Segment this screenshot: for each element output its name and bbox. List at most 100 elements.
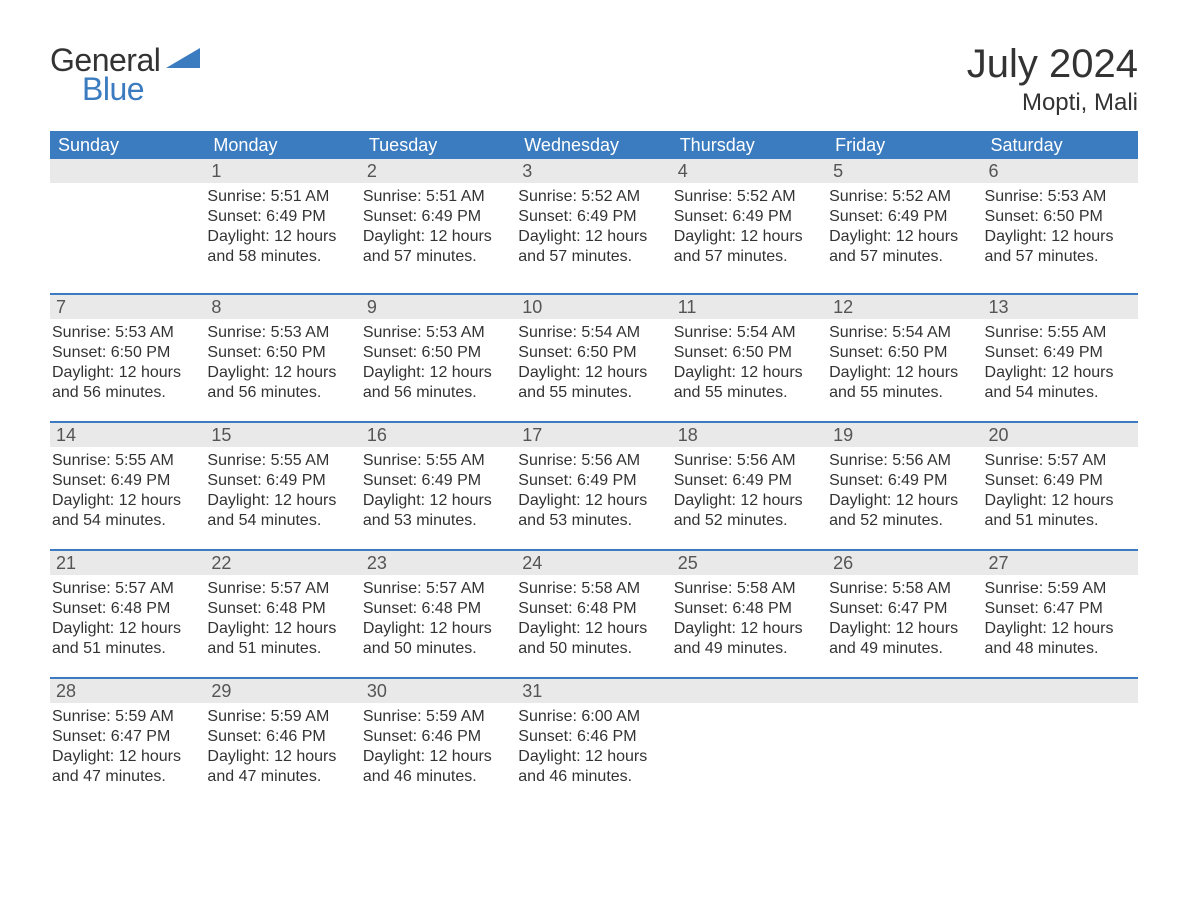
sunrise-text: Sunrise: 5:56 AM [674,451,825,471]
day-number: 11 [672,295,827,319]
day-cell: 20Sunrise: 5:57 AMSunset: 6:49 PMDayligh… [983,423,1138,535]
day-number: 5 [827,159,982,183]
day-body: Sunrise: 5:52 AMSunset: 6:49 PMDaylight:… [672,183,827,271]
sunset-text: Sunset: 6:49 PM [829,471,980,491]
day-body [50,183,205,279]
daylight-text: Daylight: 12 hours and 53 minutes. [518,491,669,531]
weekday-header: Saturday [983,131,1138,159]
day-cell: 19Sunrise: 5:56 AMSunset: 6:49 PMDayligh… [827,423,982,535]
week-row: 14Sunrise: 5:55 AMSunset: 6:49 PMDayligh… [50,421,1138,535]
daylight-text: Daylight: 12 hours and 55 minutes. [674,363,825,403]
day-number: 13 [983,295,1138,319]
day-cell: 28Sunrise: 5:59 AMSunset: 6:47 PMDayligh… [50,679,205,799]
day-body: Sunrise: 6:00 AMSunset: 6:46 PMDaylight:… [516,703,671,791]
day-body: Sunrise: 5:56 AMSunset: 6:49 PMDaylight:… [672,447,827,535]
day-number: 14 [50,423,205,447]
sunrise-text: Sunrise: 5:59 AM [207,707,358,727]
day-body: Sunrise: 5:56 AMSunset: 6:49 PMDaylight:… [827,447,982,535]
day-body: Sunrise: 5:55 AMSunset: 6:49 PMDaylight:… [50,447,205,535]
daylight-text: Daylight: 12 hours and 46 minutes. [363,747,514,787]
sunrise-text: Sunrise: 5:57 AM [52,579,203,599]
daylight-text: Daylight: 12 hours and 55 minutes. [518,363,669,403]
daylight-text: Daylight: 12 hours and 57 minutes. [518,227,669,267]
daylight-text: Daylight: 12 hours and 47 minutes. [207,747,358,787]
day-body: Sunrise: 5:53 AMSunset: 6:50 PMDaylight:… [361,319,516,407]
calendar: SundayMondayTuesdayWednesdayThursdayFrid… [50,131,1138,799]
sunset-text: Sunset: 6:49 PM [674,207,825,227]
daylight-text: Daylight: 12 hours and 52 minutes. [829,491,980,531]
sunrise-text: Sunrise: 5:56 AM [829,451,980,471]
weekday-header: Sunday [50,131,205,159]
day-body: Sunrise: 5:52 AMSunset: 6:49 PMDaylight:… [516,183,671,271]
daylight-text: Daylight: 12 hours and 46 minutes. [518,747,669,787]
day-body: Sunrise: 5:59 AMSunset: 6:47 PMDaylight:… [983,575,1138,663]
daylight-text: Daylight: 12 hours and 51 minutes. [52,619,203,659]
sunrise-text: Sunrise: 5:52 AM [674,187,825,207]
sunrise-text: Sunrise: 5:57 AM [207,579,358,599]
day-cell: 24Sunrise: 5:58 AMSunset: 6:48 PMDayligh… [516,551,671,663]
day-number: 17 [516,423,671,447]
sunset-text: Sunset: 6:49 PM [829,207,980,227]
day-number: 10 [516,295,671,319]
day-cell: 27Sunrise: 5:59 AMSunset: 6:47 PMDayligh… [983,551,1138,663]
day-cell: 26Sunrise: 5:58 AMSunset: 6:47 PMDayligh… [827,551,982,663]
day-body: Sunrise: 5:54 AMSunset: 6:50 PMDaylight:… [516,319,671,407]
week-row: 1Sunrise: 5:51 AMSunset: 6:49 PMDaylight… [50,159,1138,279]
week-row: 7Sunrise: 5:53 AMSunset: 6:50 PMDaylight… [50,293,1138,407]
day-body: Sunrise: 5:59 AMSunset: 6:46 PMDaylight:… [361,703,516,791]
day-cell: 5Sunrise: 5:52 AMSunset: 6:49 PMDaylight… [827,159,982,279]
day-number: 2 [361,159,516,183]
sunset-text: Sunset: 6:49 PM [985,343,1136,363]
weekday-header-row: SundayMondayTuesdayWednesdayThursdayFrid… [50,131,1138,159]
month-year-title: July 2024 [967,42,1138,87]
daylight-text: Daylight: 12 hours and 57 minutes. [363,227,514,267]
day-number: 4 [672,159,827,183]
day-number [672,679,827,703]
day-cell: 8Sunrise: 5:53 AMSunset: 6:50 PMDaylight… [205,295,360,407]
sunrise-text: Sunrise: 5:55 AM [363,451,514,471]
day-cell: 9Sunrise: 5:53 AMSunset: 6:50 PMDaylight… [361,295,516,407]
day-body: Sunrise: 5:58 AMSunset: 6:48 PMDaylight:… [672,575,827,663]
daylight-text: Daylight: 12 hours and 54 minutes. [52,491,203,531]
day-number: 12 [827,295,982,319]
sunset-text: Sunset: 6:48 PM [363,599,514,619]
sunset-text: Sunset: 6:48 PM [674,599,825,619]
day-cell: 17Sunrise: 5:56 AMSunset: 6:49 PMDayligh… [516,423,671,535]
location-text: Mopti, Mali [967,89,1138,117]
day-body: Sunrise: 5:57 AMSunset: 6:48 PMDaylight:… [361,575,516,663]
sunset-text: Sunset: 6:48 PM [52,599,203,619]
day-body [827,703,982,799]
day-body: Sunrise: 5:57 AMSunset: 6:49 PMDaylight:… [983,447,1138,535]
day-cell: 25Sunrise: 5:58 AMSunset: 6:48 PMDayligh… [672,551,827,663]
day-cell: 21Sunrise: 5:57 AMSunset: 6:48 PMDayligh… [50,551,205,663]
sunset-text: Sunset: 6:50 PM [518,343,669,363]
sunrise-text: Sunrise: 5:59 AM [985,579,1136,599]
day-body: Sunrise: 5:51 AMSunset: 6:49 PMDaylight:… [205,183,360,271]
day-body: Sunrise: 5:57 AMSunset: 6:48 PMDaylight:… [205,575,360,663]
sunrise-text: Sunrise: 5:51 AM [207,187,358,207]
day-number: 18 [672,423,827,447]
top-row: General Blue July 2024 Mopti, Mali [50,42,1138,117]
day-cell: 13Sunrise: 5:55 AMSunset: 6:49 PMDayligh… [983,295,1138,407]
sunset-text: Sunset: 6:49 PM [674,471,825,491]
day-cell: 16Sunrise: 5:55 AMSunset: 6:49 PMDayligh… [361,423,516,535]
day-body: Sunrise: 5:58 AMSunset: 6:48 PMDaylight:… [516,575,671,663]
day-number: 8 [205,295,360,319]
day-number: 6 [983,159,1138,183]
day-number: 31 [516,679,671,703]
sunrise-text: Sunrise: 5:53 AM [363,323,514,343]
sunrise-text: Sunrise: 5:53 AM [52,323,203,343]
day-body: Sunrise: 5:51 AMSunset: 6:49 PMDaylight:… [361,183,516,271]
daylight-text: Daylight: 12 hours and 57 minutes. [985,227,1136,267]
day-cell: 4Sunrise: 5:52 AMSunset: 6:49 PMDaylight… [672,159,827,279]
sunrise-text: Sunrise: 5:54 AM [829,323,980,343]
sunrise-text: Sunrise: 5:59 AM [52,707,203,727]
weekday-header: Monday [205,131,360,159]
sunrise-text: Sunrise: 5:57 AM [985,451,1136,471]
day-cell: 14Sunrise: 5:55 AMSunset: 6:49 PMDayligh… [50,423,205,535]
daylight-text: Daylight: 12 hours and 57 minutes. [674,227,825,267]
weekday-header: Tuesday [361,131,516,159]
sunset-text: Sunset: 6:50 PM [52,343,203,363]
daylight-text: Daylight: 12 hours and 58 minutes. [207,227,358,267]
sunrise-text: Sunrise: 5:55 AM [985,323,1136,343]
